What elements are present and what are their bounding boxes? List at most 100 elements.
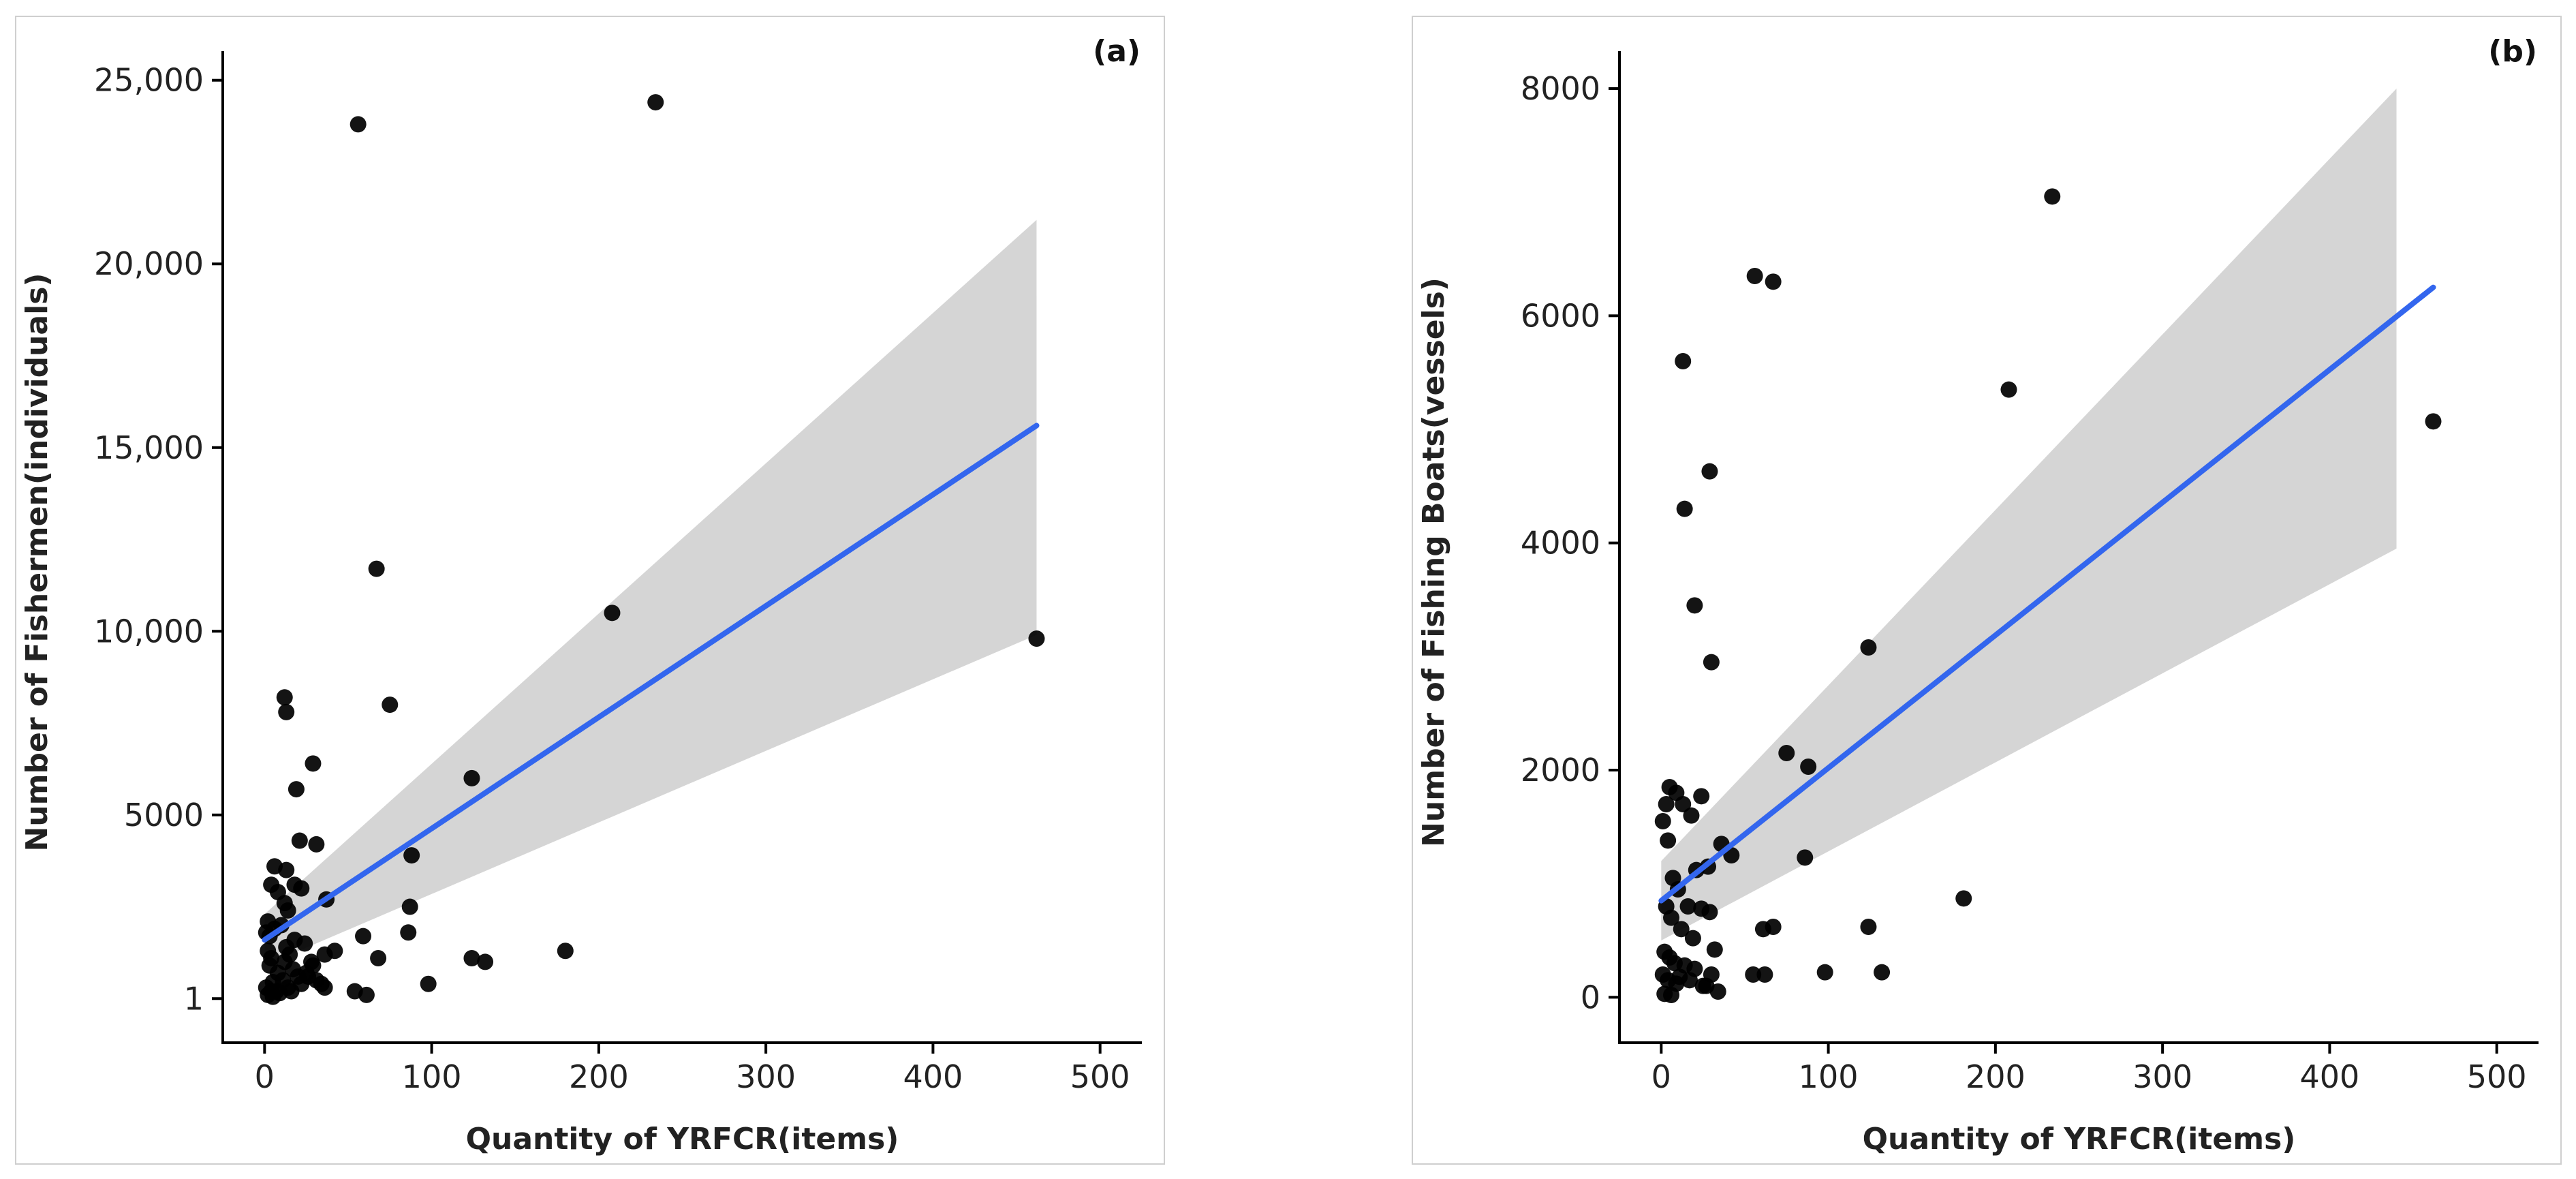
data-point — [1703, 654, 1720, 671]
data-point — [1654, 813, 1671, 829]
data-point — [382, 696, 399, 714]
y-axis-title: Number of Fishermen(individuals) — [20, 273, 55, 852]
data-point — [1701, 463, 1718, 480]
x-tick-label: 500 — [2467, 1058, 2527, 1095]
x-tick-label: 0 — [1651, 1058, 1671, 1095]
y-tick-label: 4000 — [1521, 525, 1600, 562]
data-point — [401, 898, 418, 915]
data-point — [276, 953, 293, 970]
data-point — [1660, 832, 1677, 849]
data-point — [2000, 381, 2017, 398]
data-point — [1673, 921, 1690, 938]
y-tick-label: 20,000 — [94, 245, 204, 282]
data-point — [278, 703, 295, 720]
regression-line — [1658, 284, 2436, 904]
x-tick-label: 100 — [402, 1058, 462, 1095]
data-point — [370, 950, 387, 967]
data-point — [557, 943, 574, 960]
data-point — [1658, 796, 1675, 812]
data-point — [1676, 500, 1693, 517]
data-point — [278, 861, 295, 878]
data-point — [291, 832, 308, 849]
data-point — [308, 836, 325, 853]
panel-label: (a) — [1093, 34, 1140, 69]
x-tick-label: 400 — [903, 1058, 963, 1095]
data-point — [279, 902, 296, 919]
data-point — [1698, 977, 1715, 994]
panel-b: 0 100 200 300 400 500 0 2000 4000 6000 8000 Quantit… — [1412, 16, 2562, 1165]
data-point — [604, 604, 621, 622]
data-point — [1860, 919, 1877, 935]
x-tick-label: 400 — [2300, 1058, 2360, 1095]
data-point — [420, 975, 437, 992]
x-tick-label: 200 — [1966, 1058, 2026, 1095]
data-point — [350, 116, 367, 133]
data-point — [1746, 268, 1763, 284]
data-point — [1745, 966, 1762, 983]
data-point — [368, 560, 385, 577]
data-point — [1874, 964, 1891, 981]
data-point — [296, 935, 313, 952]
x-tick-label: 300 — [736, 1058, 796, 1095]
data-point — [1663, 987, 1680, 1003]
data-point — [1684, 930, 1701, 947]
x-tick-label: 100 — [1799, 1058, 1859, 1095]
y-tick-label: 0 — [1581, 979, 1600, 1015]
data-point — [288, 781, 305, 798]
data-point — [1028, 630, 1045, 647]
data-point — [1955, 890, 1972, 907]
data-point — [286, 876, 303, 893]
data-point — [403, 847, 420, 864]
data-point — [264, 974, 281, 991]
data-point — [276, 689, 293, 706]
y-tick-label: 2000 — [1521, 752, 1600, 788]
x-axis-title: Quantity of YRFCR(items) — [466, 1122, 899, 1157]
data-point — [463, 769, 480, 786]
data-point — [1681, 972, 1698, 989]
data-point — [313, 975, 330, 992]
data-point — [1756, 966, 1773, 983]
data-point — [1686, 597, 1703, 614]
data-point — [477, 953, 494, 970]
data-point — [1679, 898, 1696, 915]
y-axis-title: Number of Fishing Boats(vessels) — [1416, 277, 1451, 847]
confidence-band — [264, 219, 1037, 966]
x-tick-label: 200 — [569, 1058, 629, 1095]
x-tick-label: 0 — [255, 1058, 275, 1095]
data-point — [305, 755, 322, 772]
x-tick-label: 300 — [2132, 1058, 2192, 1095]
y-tick-label: 15,000 — [94, 429, 204, 466]
data-point — [1675, 796, 1692, 812]
confidence-band — [1661, 89, 2397, 940]
chart-a: 0 100 200 300 400 500 1 5000 10,000 15,000 20,000 2… — [20, 34, 1142, 1157]
panel-label: (b) — [2488, 34, 2537, 69]
data-point — [305, 957, 322, 974]
data-point — [1860, 639, 1877, 656]
regression-line — [262, 423, 1040, 943]
data-point — [1683, 807, 1700, 824]
data-point — [263, 876, 280, 893]
data-point — [1778, 745, 1795, 761]
data-point — [355, 928, 372, 945]
data-point — [1816, 964, 1833, 981]
data-point — [2044, 188, 2061, 205]
y-tick-label: 1 — [184, 980, 204, 1017]
data-point — [1663, 909, 1680, 926]
data-point — [358, 986, 375, 1003]
x-axis-title: Quantity of YRFCR(items) — [1863, 1122, 2296, 1157]
x-tick-label: 500 — [1070, 1058, 1130, 1095]
data-point — [647, 94, 664, 111]
data-point — [1765, 919, 1782, 935]
data-point — [1800, 759, 1817, 775]
y-tick-label: 25,000 — [94, 62, 204, 99]
data-point — [1765, 273, 1782, 290]
data-point — [1675, 353, 1692, 369]
chart-b: 0 100 200 300 400 500 0 2000 4000 6000 8000 Quantit… — [1416, 34, 2539, 1157]
data-point — [1706, 941, 1723, 958]
data-point — [1701, 904, 1718, 921]
y-tick-label: 5000 — [124, 797, 204, 833]
y-tick-label: 6000 — [1521, 297, 1600, 334]
panel-a: 0 100 200 300 400 500 1 5000 10,000 15,000 20,000 2… — [15, 16, 1165, 1165]
data-point — [2425, 413, 2442, 430]
y-tick-label: 8000 — [1521, 70, 1600, 107]
